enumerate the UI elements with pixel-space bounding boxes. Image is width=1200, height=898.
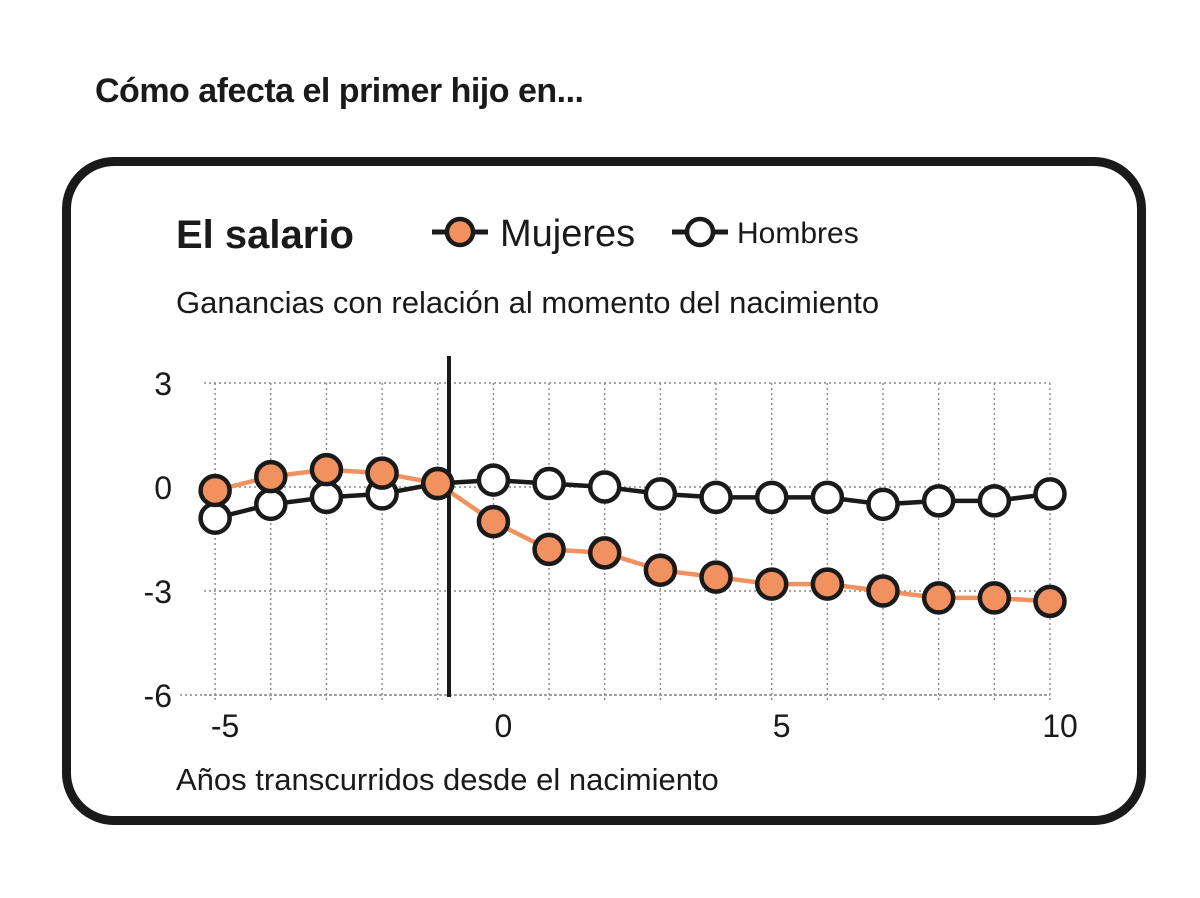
x-tick-label-0: -5: [211, 708, 239, 744]
x-tick-label-2: 5: [773, 708, 791, 744]
point-hombres-8: [643, 477, 678, 511]
point-mujeres-7: [587, 536, 622, 570]
legend-marker-mujeres: [444, 216, 476, 248]
point-hombres-5: [476, 463, 511, 497]
x-tick-label-3: 10: [1042, 708, 1078, 744]
point-mujeres-5: [476, 504, 511, 539]
point-hombres-13: [921, 484, 956, 518]
y-tick-label-2: -3: [144, 574, 172, 610]
legend-label-mujeres: Mujeres: [500, 213, 635, 255]
point-mujeres-2: [309, 452, 344, 487]
point-mujeres-3: [365, 456, 399, 490]
series-points: [198, 452, 1067, 619]
point-mujeres-0: [198, 473, 232, 508]
point-hombres-10: [754, 480, 789, 515]
y-axis: 3 0 -3 -6: [144, 366, 172, 714]
point-hombres-1: [254, 487, 288, 522]
y-tick-label-1: 0: [154, 470, 172, 506]
point-hombres-11: [810, 480, 845, 515]
point-mujeres-9: [699, 560, 733, 594]
point-mujeres-13: [921, 581, 956, 615]
point-mujeres-15: [1033, 584, 1067, 619]
page-title: Cómo afecta el primer hijo en...: [95, 72, 584, 110]
x-axis-label: Años transcurridos desde el nacimiento: [176, 762, 719, 797]
legend: Mujeres Hombres: [432, 213, 859, 255]
point-hombres-6: [532, 466, 566, 501]
legend-marker-hombres: [684, 216, 716, 248]
chart-subtitle: Ganancias con relación al momento del na…: [176, 285, 879, 320]
point-hombres-0: [198, 501, 232, 535]
series-lines: [214, 467, 1051, 604]
grid: [180, 382, 1051, 703]
y-tick-label-0: 3: [154, 366, 172, 402]
point-mujeres-1: [254, 459, 288, 494]
point-mujeres-8: [643, 553, 678, 587]
series-line-mujeres: [214, 467, 1051, 604]
point-mujeres-6: [532, 532, 566, 567]
x-axis: -5 0 5 10: [211, 708, 1078, 744]
point-mujeres-12: [866, 574, 900, 608]
chart-title: El salario: [176, 213, 354, 257]
y-tick-label-3: -6: [144, 678, 172, 714]
point-hombres-7: [587, 470, 622, 504]
point-hombres-12: [866, 487, 900, 522]
point-mujeres-4: [421, 466, 455, 501]
point-hombres-2: [309, 480, 344, 515]
legend-label-hombres: Hombres: [737, 217, 859, 250]
point-hombres-14: [977, 484, 1012, 518]
point-mujeres-14: [977, 581, 1012, 615]
x-tick-label-1: 0: [495, 708, 513, 744]
point-mujeres-11: [810, 567, 845, 601]
series-line-hombres: [214, 477, 1051, 521]
point-hombres-9: [699, 480, 733, 515]
point-mujeres-10: [754, 567, 789, 601]
point-hombres-15: [1033, 477, 1067, 511]
